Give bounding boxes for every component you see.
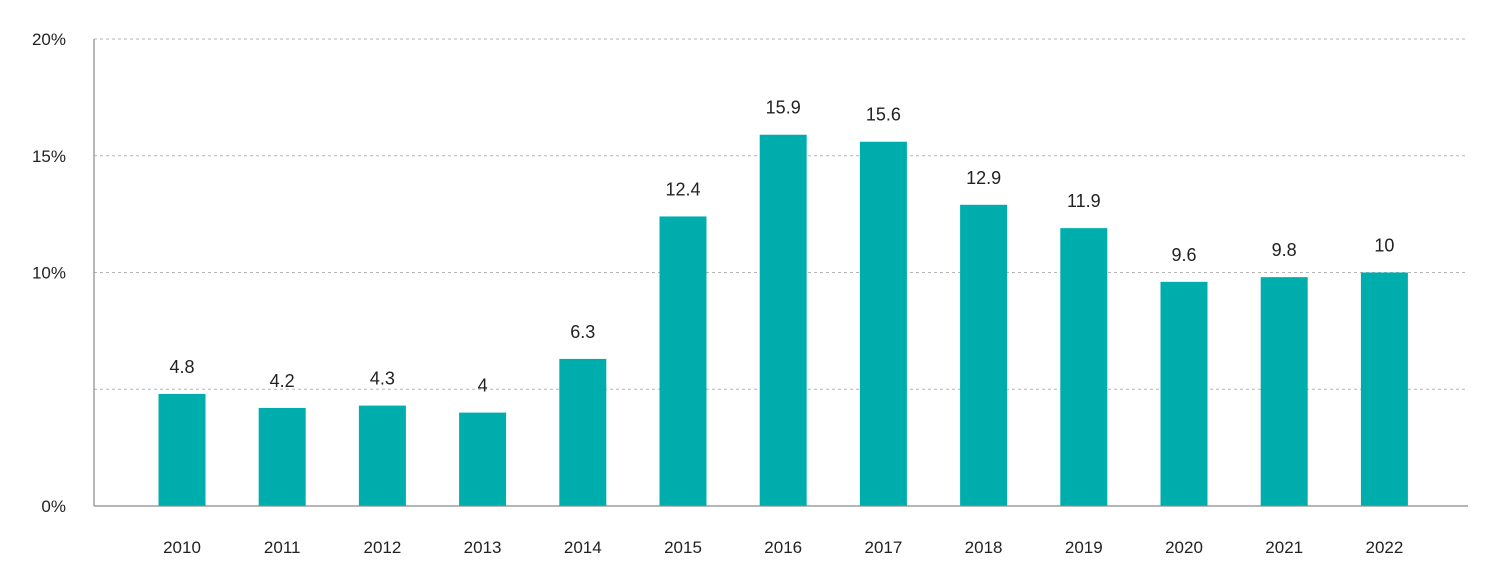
y-tick-label: 15% bbox=[32, 147, 66, 166]
bar-2019 bbox=[1060, 228, 1108, 506]
x-tick-label-2011: 2011 bbox=[264, 538, 301, 557]
bar-2010 bbox=[158, 393, 206, 506]
y-tick-label: 20% bbox=[32, 30, 66, 49]
bar-2011 bbox=[258, 407, 306, 506]
x-tick-label-2010: 2010 bbox=[163, 538, 201, 557]
x-tick-label-2022: 2022 bbox=[1365, 538, 1403, 557]
bar-2014 bbox=[559, 358, 607, 506]
bar-2013 bbox=[459, 412, 507, 506]
data-label-2011: 4.2 bbox=[270, 371, 295, 391]
bar-2012 bbox=[358, 405, 406, 506]
data-labels: 4.8 4.2 4.3 4 6.3 12.4 15.9 15.6 12.9 11.9 9.6 9.8 1… bbox=[169, 98, 1394, 396]
y-tick-label: 10% bbox=[32, 264, 66, 283]
data-label-2012: 4.3 bbox=[370, 369, 395, 389]
x-tick-label-2018: 2018 bbox=[965, 538, 1003, 557]
bars bbox=[158, 134, 1408, 507]
x-tick-label-2015: 2015 bbox=[664, 538, 702, 557]
data-label-2014: 6.3 bbox=[570, 322, 595, 342]
bar-2017 bbox=[859, 141, 907, 507]
data-label-2022: 10 bbox=[1374, 236, 1394, 256]
data-label-2019: 11.9 bbox=[1067, 191, 1101, 211]
bar-2021 bbox=[1260, 277, 1308, 506]
x-tick-label-2020: 2020 bbox=[1165, 538, 1203, 557]
bar-2015 bbox=[659, 216, 707, 506]
x-tick-label-2021: 2021 bbox=[1265, 538, 1303, 557]
data-label-2017: 15.6 bbox=[866, 105, 901, 125]
y-axis-tick-labels: 0% 10% 15% 20% bbox=[32, 30, 66, 516]
data-label-2016: 15.9 bbox=[766, 98, 801, 118]
bar-2018 bbox=[960, 204, 1008, 506]
data-label-2018: 12.9 bbox=[966, 168, 1001, 188]
x-tick-label-2016: 2016 bbox=[764, 538, 802, 557]
x-axis-tick-labels: 2010 2011 2012 2013 2014 2015 2016 2017 2018 2019… bbox=[163, 538, 1403, 557]
bar-2016 bbox=[759, 134, 807, 507]
data-label-2021: 9.8 bbox=[1272, 240, 1297, 260]
x-tick-label-2012: 2012 bbox=[363, 538, 401, 557]
y-tick-label: 0% bbox=[41, 497, 66, 516]
data-label-2010: 4.8 bbox=[169, 357, 194, 377]
data-label-2020: 9.6 bbox=[1171, 245, 1196, 265]
bar-2022 bbox=[1360, 272, 1408, 506]
x-tick-label-2013: 2013 bbox=[464, 538, 502, 557]
x-tick-label-2017: 2017 bbox=[864, 538, 902, 557]
data-label-2015: 12.4 bbox=[665, 179, 700, 199]
x-tick-label-2014: 2014 bbox=[564, 538, 602, 557]
x-tick-label-2019: 2019 bbox=[1065, 538, 1103, 557]
bar-2020 bbox=[1160, 281, 1208, 506]
data-label-2013: 4 bbox=[478, 376, 488, 396]
